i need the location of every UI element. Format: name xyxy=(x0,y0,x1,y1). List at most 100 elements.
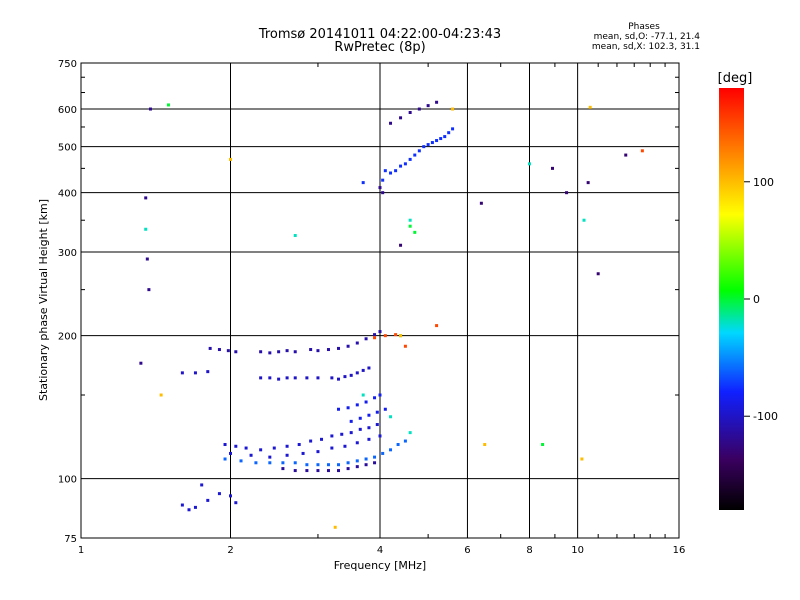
echo-point xyxy=(373,455,377,459)
echo-point xyxy=(343,375,347,379)
echo-point xyxy=(358,427,362,431)
y-tick-label: 600 xyxy=(58,105,77,116)
x-tick-label: 1 xyxy=(78,545,84,556)
echo-point xyxy=(249,453,253,457)
echo-point xyxy=(408,224,412,228)
title-line-2: RwPretec (8p) xyxy=(334,40,426,55)
echo-point xyxy=(346,344,350,348)
echo-point xyxy=(193,371,197,375)
echo-point xyxy=(361,393,365,397)
echo-point xyxy=(355,459,359,463)
echo-point xyxy=(389,415,393,419)
axis-ticks: 1 2 4 6 8 10 16 75 100 200 300 400 500 600 750 xyxy=(58,59,685,556)
colorbar-tick-label: 100 xyxy=(753,176,774,189)
echo-point xyxy=(187,508,191,512)
x-tick-label: 16 xyxy=(673,545,686,556)
echo-point xyxy=(180,503,184,507)
echo-point xyxy=(309,439,313,443)
echo-point xyxy=(305,376,309,380)
y-tick-label: 200 xyxy=(58,332,77,343)
echo-point xyxy=(367,366,371,370)
echo-point xyxy=(293,234,297,238)
echo-point xyxy=(373,461,377,465)
echo-point xyxy=(285,376,289,380)
colorbar-tick-label: 0 xyxy=(753,293,760,306)
echo-point xyxy=(159,393,163,397)
echo-point xyxy=(208,346,212,350)
y-tick-label: 500 xyxy=(58,143,77,154)
echo-point xyxy=(408,431,412,435)
echo-point xyxy=(217,492,221,496)
echo-point xyxy=(383,169,387,173)
colorbar-unit-label: [deg] xyxy=(718,71,753,86)
echo-point xyxy=(326,469,330,473)
echo-point xyxy=(439,137,443,141)
echo-point xyxy=(355,341,359,345)
echo-point xyxy=(180,371,184,375)
echo-point xyxy=(326,463,330,467)
echo-point xyxy=(586,181,590,185)
echo-point xyxy=(147,288,151,292)
echo-point xyxy=(361,368,365,372)
echo-point xyxy=(268,376,272,380)
echo-point xyxy=(206,498,210,502)
echo-point xyxy=(396,443,400,447)
title-line-1: Tromsø 20141011 04:22:00-04:23:43 xyxy=(258,27,502,42)
echo-point xyxy=(330,434,334,438)
echo-point xyxy=(259,350,263,354)
echo-point xyxy=(389,171,393,175)
stats-o-mode: mean, sd,O: -77.1, 21.4 xyxy=(593,32,700,42)
echo-point xyxy=(293,469,297,473)
echo-point xyxy=(229,157,232,161)
echo-point xyxy=(305,469,309,473)
echo-point xyxy=(451,127,455,131)
echo-point xyxy=(337,463,341,467)
echo-point xyxy=(144,196,148,200)
echo-point xyxy=(226,349,230,353)
echo-point xyxy=(399,334,403,338)
echo-point xyxy=(206,370,210,374)
y-tick-label: 75 xyxy=(64,534,77,545)
echo-point xyxy=(580,457,584,461)
echo-point xyxy=(403,439,407,443)
echo-point xyxy=(268,461,272,465)
echo-point xyxy=(244,446,248,450)
echo-point xyxy=(640,149,644,153)
echo-point xyxy=(293,461,297,465)
echo-point xyxy=(268,455,272,459)
phase-colorbar xyxy=(719,88,744,510)
echo-point xyxy=(364,463,368,467)
echo-point xyxy=(223,443,227,447)
y-tick-label: 400 xyxy=(58,189,77,200)
echo-point xyxy=(435,324,439,328)
echo-point xyxy=(364,457,368,461)
echo-point xyxy=(337,346,341,350)
echo-point xyxy=(305,463,309,467)
echo-point xyxy=(528,162,531,166)
echo-point xyxy=(281,467,285,471)
echo-point xyxy=(285,349,289,353)
echo-point xyxy=(375,410,379,414)
echo-point xyxy=(297,443,301,447)
y-tick-label: 300 xyxy=(58,248,77,259)
echo-point xyxy=(148,107,152,111)
y-tick-label: 100 xyxy=(58,475,77,486)
x-axis-label: Frequency [MHz] xyxy=(334,559,426,572)
echo-point xyxy=(367,426,371,430)
echo-point xyxy=(239,459,243,463)
echo-point xyxy=(217,348,221,352)
echo-point xyxy=(381,178,385,182)
echo-point xyxy=(337,377,341,381)
echo-point xyxy=(229,451,232,455)
echo-point xyxy=(281,461,285,465)
echo-point xyxy=(565,191,569,195)
echo-points xyxy=(139,100,644,529)
stats-x-mode: mean, sd,X: 102.3, 31.1 xyxy=(591,42,700,52)
echo-point xyxy=(483,443,487,447)
echo-point xyxy=(422,145,426,149)
echo-point xyxy=(399,243,403,247)
echo-point xyxy=(139,361,143,365)
echo-point xyxy=(596,272,600,276)
echo-point xyxy=(399,164,403,168)
echo-point xyxy=(417,149,421,153)
